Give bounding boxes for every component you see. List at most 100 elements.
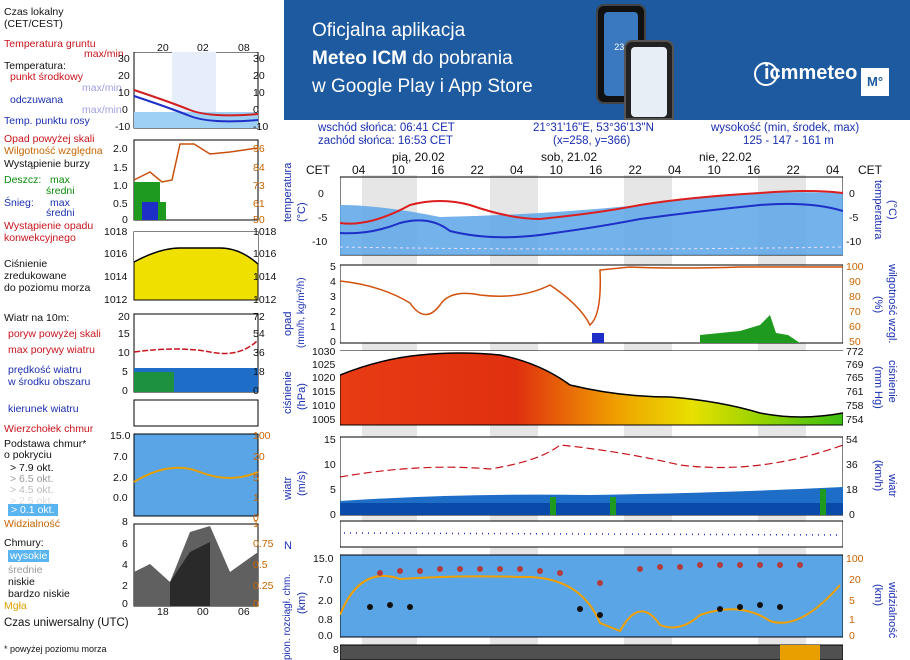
legend-temperature: Temperatura: xyxy=(4,60,66,72)
sunrise: wschód słońca: 06:41 CET xyxy=(318,122,455,134)
mt-w0: 15 xyxy=(324,434,336,446)
rtick-pr4: 1012 xyxy=(253,294,277,306)
ltick-w4: 5 xyxy=(122,366,128,378)
legend-cloud-base: Podstawa chmur* xyxy=(4,438,87,450)
legend-local-tick-2: 02 xyxy=(197,42,209,54)
rtick-w1: 72 xyxy=(253,311,265,323)
mt-h3: 70 xyxy=(849,306,861,318)
rtick-t5: -10 xyxy=(253,121,269,133)
hour-tick: 10 xyxy=(707,163,721,177)
mt-pr4: 1010 xyxy=(312,400,336,412)
legend-fog: Mgła xyxy=(4,600,27,612)
rtick-h5: 50 xyxy=(253,214,265,226)
rtick-t4: 0 xyxy=(253,104,259,116)
legend-mid: średnie xyxy=(8,564,43,576)
ltick-p4: 0.5 xyxy=(113,198,128,210)
legend-feels-sub: max/min xyxy=(82,104,122,116)
ltick-pr3: 1014 xyxy=(104,271,128,283)
ltick-w3: 10 xyxy=(118,347,130,359)
ltick-c3: 2.0 xyxy=(113,472,128,484)
legend-pressure: Ciśnienie xyxy=(4,258,48,270)
rtick-t3: 10 xyxy=(253,87,265,99)
tz-left: CET xyxy=(306,163,330,177)
temperature-panel xyxy=(340,176,843,256)
rtick-cv1: 1 xyxy=(253,518,259,530)
mt-c4: 0.0 xyxy=(318,630,333,642)
press-axis-label-r: ciśnienie xyxy=(886,360,898,403)
banner-line2: Meteo ICM do pobrania xyxy=(312,46,513,72)
wind-axis-label-r: wiatr xyxy=(886,474,898,498)
mt-c3: 0.8 xyxy=(318,614,333,626)
mt-p5: 0 xyxy=(330,336,336,348)
banner-line3: w Google Play i App Store xyxy=(312,76,533,97)
legend-rain-avg: średni xyxy=(46,185,75,197)
legend-okt-3: > 4.5 okt. xyxy=(10,484,54,496)
mtr-t1: -5 xyxy=(849,212,859,224)
tz-right: CET xyxy=(858,163,882,177)
temp-axis-unit-r: (°C) xyxy=(886,200,898,220)
mtr-t0: 0 xyxy=(849,188,855,200)
press-axis-unit-r: (mm Hg) xyxy=(872,366,884,409)
mt-c0: 15.0 xyxy=(313,553,334,565)
mt-w2: 5 xyxy=(330,484,336,496)
rtick-c1: 100 xyxy=(253,430,271,442)
banner-line1: Oficjalna aplikacja xyxy=(312,20,466,41)
ltick-pr4: 1012 xyxy=(104,294,128,306)
rtick-c3: 5 xyxy=(253,472,259,484)
legend-max-gusts: max porywy wiatru xyxy=(8,344,95,356)
legend-dew-point: Temp. punktu rosy xyxy=(4,115,90,127)
legend-cloud-top: Wierzchołek chmur xyxy=(4,423,94,435)
mtr-w1: 36 xyxy=(846,459,858,471)
mt-pr0: 1030 xyxy=(312,346,336,358)
logo-icon xyxy=(754,62,778,86)
hour-tick: 16 xyxy=(431,163,445,177)
cloud-panel xyxy=(340,554,843,638)
legend-conv-precip-sub: konwekcyjnego xyxy=(4,232,76,244)
legend-high: wysokie xyxy=(8,550,50,562)
legend-local-tick-3: 08 xyxy=(238,42,250,54)
hour-tick: 04 xyxy=(352,163,366,177)
rtick-pr3: 1014 xyxy=(253,271,277,283)
rtick-cv2: 0.75 xyxy=(253,538,274,550)
ltick-p2: 1.5 xyxy=(113,162,128,174)
logo-badge: M° xyxy=(861,68,889,96)
ltick-pr2: 1016 xyxy=(104,248,128,260)
rain-bars xyxy=(700,315,800,343)
wind-axis-unit: (m/s) xyxy=(296,470,308,496)
cloud-top-dots xyxy=(377,562,803,586)
ltick-c4: 0.0 xyxy=(113,492,128,504)
ltick-t4: 0 xyxy=(122,104,128,116)
mt-v1: 20 xyxy=(849,574,861,586)
mt-v0: 100 xyxy=(846,553,864,565)
wind-direction-panel xyxy=(340,520,843,548)
legend-pressure-sub2: do poziomu morza xyxy=(4,282,91,294)
day-1: pią, 20.02 xyxy=(392,150,445,164)
mtr-pr4: 758 xyxy=(846,400,864,412)
ltick-t1: 30 xyxy=(118,53,130,65)
hour-tick: 10 xyxy=(549,163,563,177)
app-promo-banner[interactable]: Oficjalna aplikacja Meteo ICM do pobrani… xyxy=(284,0,910,120)
mt-t0: 0 xyxy=(318,188,324,200)
temp-line xyxy=(340,190,843,225)
dew-line xyxy=(340,202,843,239)
legend-visibility: Widzialność xyxy=(4,518,61,530)
mt-h4: 60 xyxy=(849,321,861,333)
banner-line2-rest: do pobrania xyxy=(407,48,513,69)
elevation-label: wysokość (min, środek, max) xyxy=(711,122,860,134)
rtick-c5: 0 xyxy=(253,512,259,524)
rtick-h3: 73 xyxy=(253,180,265,192)
hour-tick: 10 xyxy=(391,163,405,177)
ltick-w1: 20 xyxy=(118,311,130,323)
legend-utc-tick-2: 00 xyxy=(197,606,209,618)
legend-wind-at: Wiatr na 10m: xyxy=(4,312,70,324)
rtick-c4: 1 xyxy=(253,492,259,504)
hour-tick: 04 xyxy=(826,163,840,177)
mt-h2: 80 xyxy=(849,291,861,303)
hour-tick: 22 xyxy=(786,163,800,177)
rtick-cv3: 0.5 xyxy=(253,559,268,571)
ltick-cv2: 6 xyxy=(122,538,128,550)
mt-pr2: 1020 xyxy=(312,372,336,384)
mt-p3: 2 xyxy=(330,306,336,318)
mt-w1: 10 xyxy=(324,459,336,471)
legend-time-local-sub: (CET/CEST) xyxy=(4,18,63,30)
